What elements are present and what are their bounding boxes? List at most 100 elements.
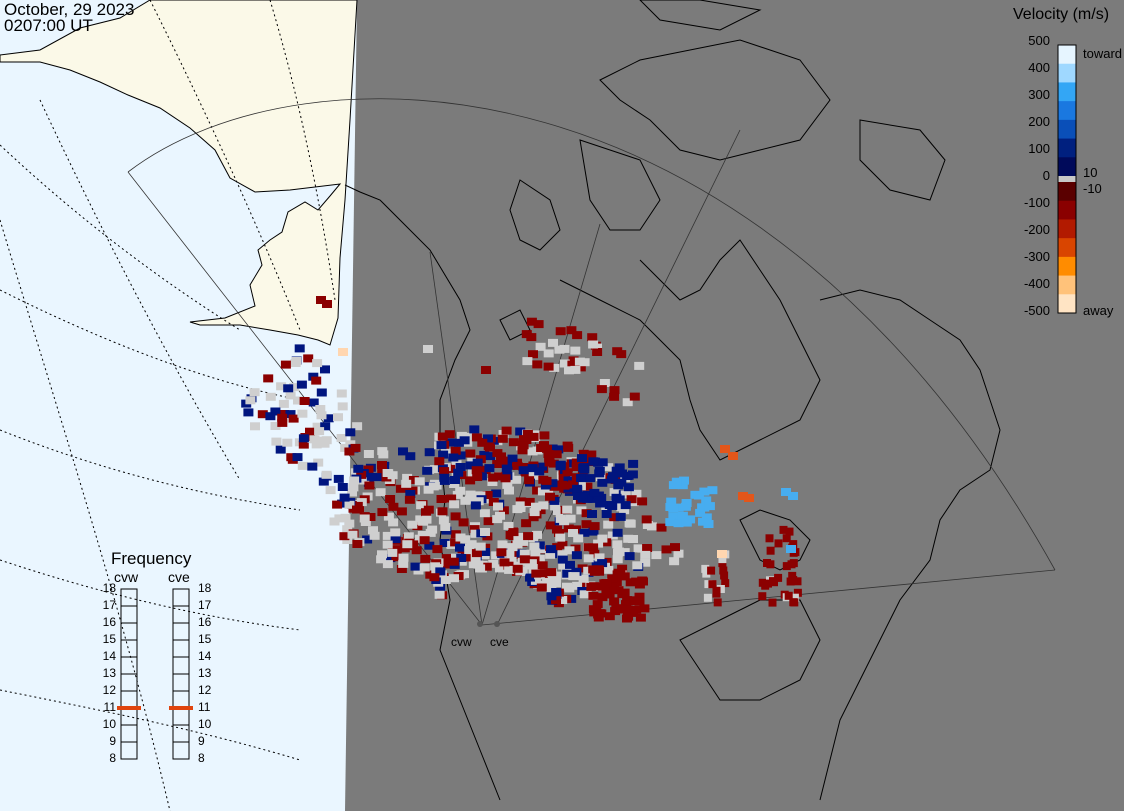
velocity-cell [555,533,566,542]
velocity-cell [345,428,356,437]
velocity-cell [293,396,303,405]
velocity-cell [545,521,556,530]
velocity-cell [483,517,494,526]
velocity-cell [377,508,388,517]
velocity-cell [548,338,558,347]
velocity-cell [250,422,260,431]
colorbar-zero-segment [1058,176,1076,182]
velocity-cell [470,553,481,562]
velocity-cell [429,573,440,582]
velocity-cell [527,464,538,473]
velocity-cell [320,422,331,431]
velocity-cell [437,432,448,441]
velocity-cell [793,577,802,586]
legend-inner-tick-pos: 10 [1083,165,1098,180]
velocity-cell [292,453,303,462]
velocity-cell [782,562,791,571]
velocity-cell [628,535,638,543]
velocity-cell [466,540,477,549]
velocity-cell [607,502,618,510]
velocity-cell [536,444,547,452]
velocity-cell [611,493,622,502]
velocity-cell [419,536,430,545]
velocity-cell [613,548,623,557]
velocity-cell [339,532,350,541]
velocity-cell [464,495,475,504]
velocity-cell [422,466,433,475]
velocity-cell [347,530,358,539]
velocity-cell [526,333,537,342]
velocity-cell [537,462,548,471]
frequency-scale-label: 18 [198,581,212,595]
frequency-scale-label: 12 [102,683,116,697]
velocity-cell [506,556,517,565]
velocity-cell [588,494,599,503]
velocity-cell [571,551,582,560]
velocity-cell [546,545,556,554]
velocity-cell [451,553,461,562]
velocity-cell [782,534,791,543]
velocity-cell [352,505,362,514]
velocity-cell [404,495,415,504]
velocity-cell [412,522,423,531]
velocity-cell [321,436,332,445]
velocity-cell [593,565,604,574]
velocity-cell [656,523,667,532]
velocity-cell [427,525,438,534]
velocity-cell [518,537,529,546]
velocity-cell [439,473,450,482]
velocity-cell [589,522,600,531]
velocity-cell [475,542,486,551]
velocity-cell [515,427,526,436]
velocity-cell [622,605,633,614]
velocity-cell [465,449,476,458]
velocity-cell [579,465,590,474]
velocity-cell [720,445,730,453]
velocity-cell [524,497,535,506]
velocity-cell [576,474,587,482]
velocity-cell [438,450,449,459]
legend-tick-label: 0 [1042,168,1050,183]
velocity-cell [470,529,481,538]
velocity-cell [517,446,528,455]
velocity-cell [628,459,639,468]
velocity-cell [547,444,558,453]
velocity-cell [265,392,276,401]
frequency-scale-label: 17 [198,598,212,612]
velocity-cell [519,549,530,558]
velocity-cell [571,463,582,471]
velocity-cell [432,545,443,554]
velocity-cell [530,548,541,557]
velocity-cell [430,562,441,571]
velocity-cell [398,553,409,562]
velocity-cell [545,550,556,559]
velocity-cell [305,427,315,436]
velocity-cell [572,581,583,590]
velocity-cell [479,450,490,459]
graticule [0,0,336,811]
velocity-cell [552,543,563,552]
velocity-cell [586,450,597,459]
legend-tick-label: 300 [1028,87,1050,102]
velocity-cell [497,456,508,465]
velocity-cell [332,500,343,509]
velocity-cell [495,511,505,520]
velocity-cell [623,483,634,492]
velocity-cell [440,576,451,584]
colorbar-toward-segment [1058,101,1076,121]
velocity-cell [298,440,309,449]
legend-toward-label: toward [1083,46,1123,61]
velocity-cell [557,555,568,564]
frequency-scale-label: 8 [198,751,205,765]
velocity-cell [448,557,459,566]
velocity-cell [423,485,434,494]
velocity-cell [613,481,624,490]
frequency-title: Frequency [111,549,192,568]
velocity-cell [744,494,754,502]
velocity-cell [309,435,320,444]
velocity-cell [329,517,340,526]
velocity-cell [440,523,451,531]
velocity-cell [536,583,547,592]
velocity-cell [582,482,593,491]
velocity-cell [568,480,579,489]
